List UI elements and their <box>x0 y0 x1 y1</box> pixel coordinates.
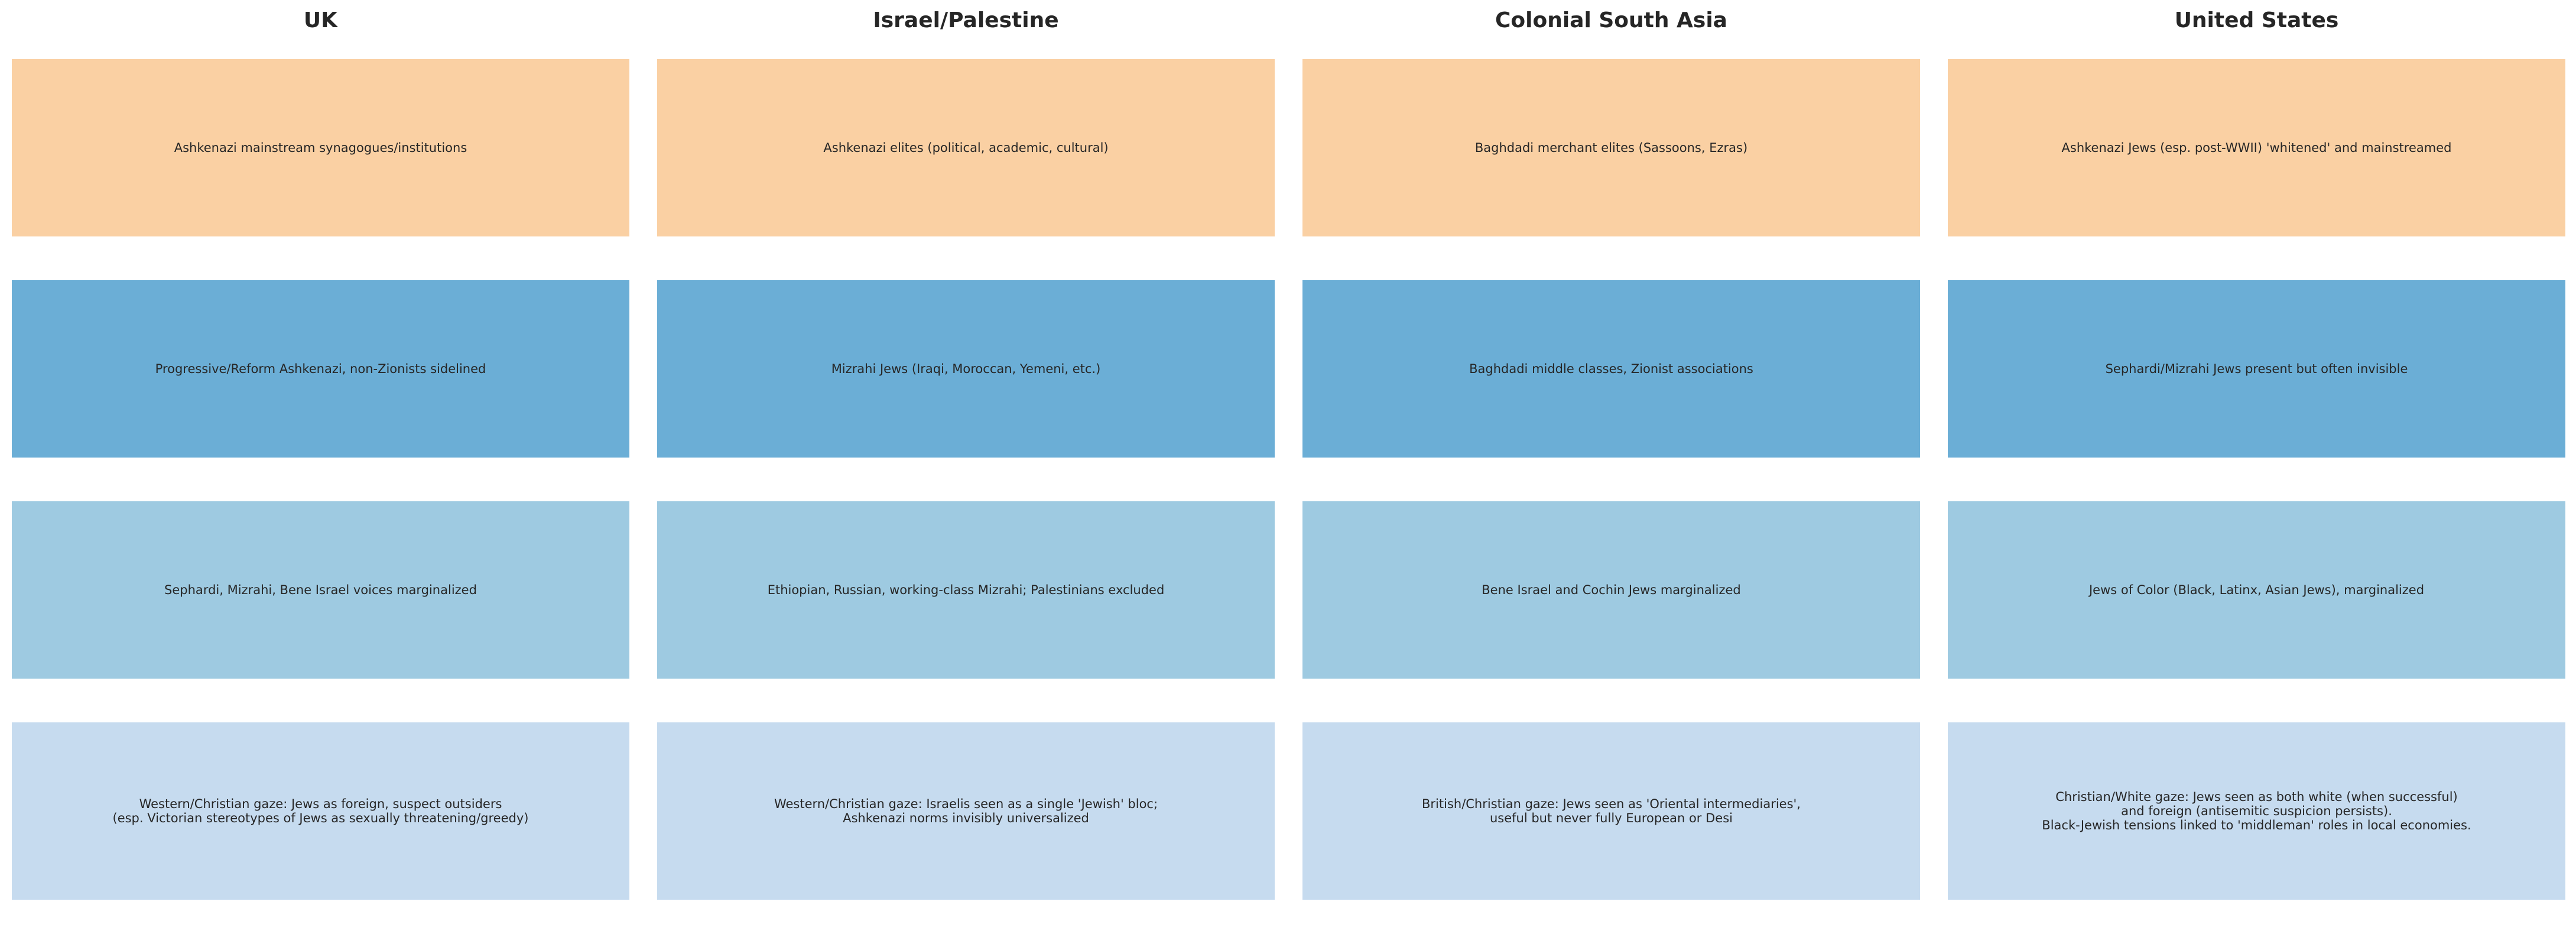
column-title: UK <box>303 8 338 33</box>
column-united-states: United States Ashkenazi Jews (esp. post-… <box>1948 0 2565 934</box>
tier-box-top: Ashkenazi elites (political, academic, c… <box>657 59 1275 236</box>
tier-box-second: Mizrahi Jews (Iraqi, Moroccan, Yemeni, e… <box>657 280 1275 458</box>
tier-box-top: Ashkenazi mainstream synagogues/institut… <box>12 59 629 236</box>
tier-box-third: Bene Israel and Cochin Jews marginalized <box>1302 501 1920 679</box>
column-colonial-south-asia: Colonial South Asia Baghdadi merchant el… <box>1302 0 1920 934</box>
tier-box-third: Jews of Color (Black, Latinx, Asian Jews… <box>1948 501 2565 679</box>
tier-box-second: Baghdadi middle classes, Zionist associa… <box>1302 280 1920 458</box>
column-title: Israel/Palestine <box>873 8 1059 33</box>
column-title: United States <box>2174 8 2339 33</box>
tier-box-top: Baghdadi merchant elites (Sassoons, Ezra… <box>1302 59 1920 236</box>
tier-box-third: Ethiopian, Russian, working-class Mizrah… <box>657 501 1275 679</box>
tier-box-gaze: Western/Christian gaze: Jews as foreign,… <box>12 722 629 900</box>
tier-box-gaze: British/Christian gaze: Jews seen as 'Or… <box>1302 722 1920 900</box>
tier-box-top: Ashkenazi Jews (esp. post-WWII) 'whitene… <box>1948 59 2565 236</box>
tier-box-gaze: Western/Christian gaze: Israelis seen as… <box>657 722 1275 900</box>
column-uk: UK Ashkenazi mainstream synagogues/insti… <box>12 0 629 934</box>
tier-box-gaze: Christian/White gaze: Jews seen as both … <box>1948 722 2565 900</box>
tier-box-second: Progressive/Reform Ashkenazi, non-Zionis… <box>12 280 629 458</box>
column-title: Colonial South Asia <box>1495 8 1727 33</box>
tier-box-third: Sephardi, Mizrahi, Bene Israel voices ma… <box>12 501 629 679</box>
column-israel-palestine: Israel/Palestine Ashkenazi elites (polit… <box>657 0 1275 934</box>
tier-box-second: Sephardi/Mizrahi Jews present but often … <box>1948 280 2565 458</box>
